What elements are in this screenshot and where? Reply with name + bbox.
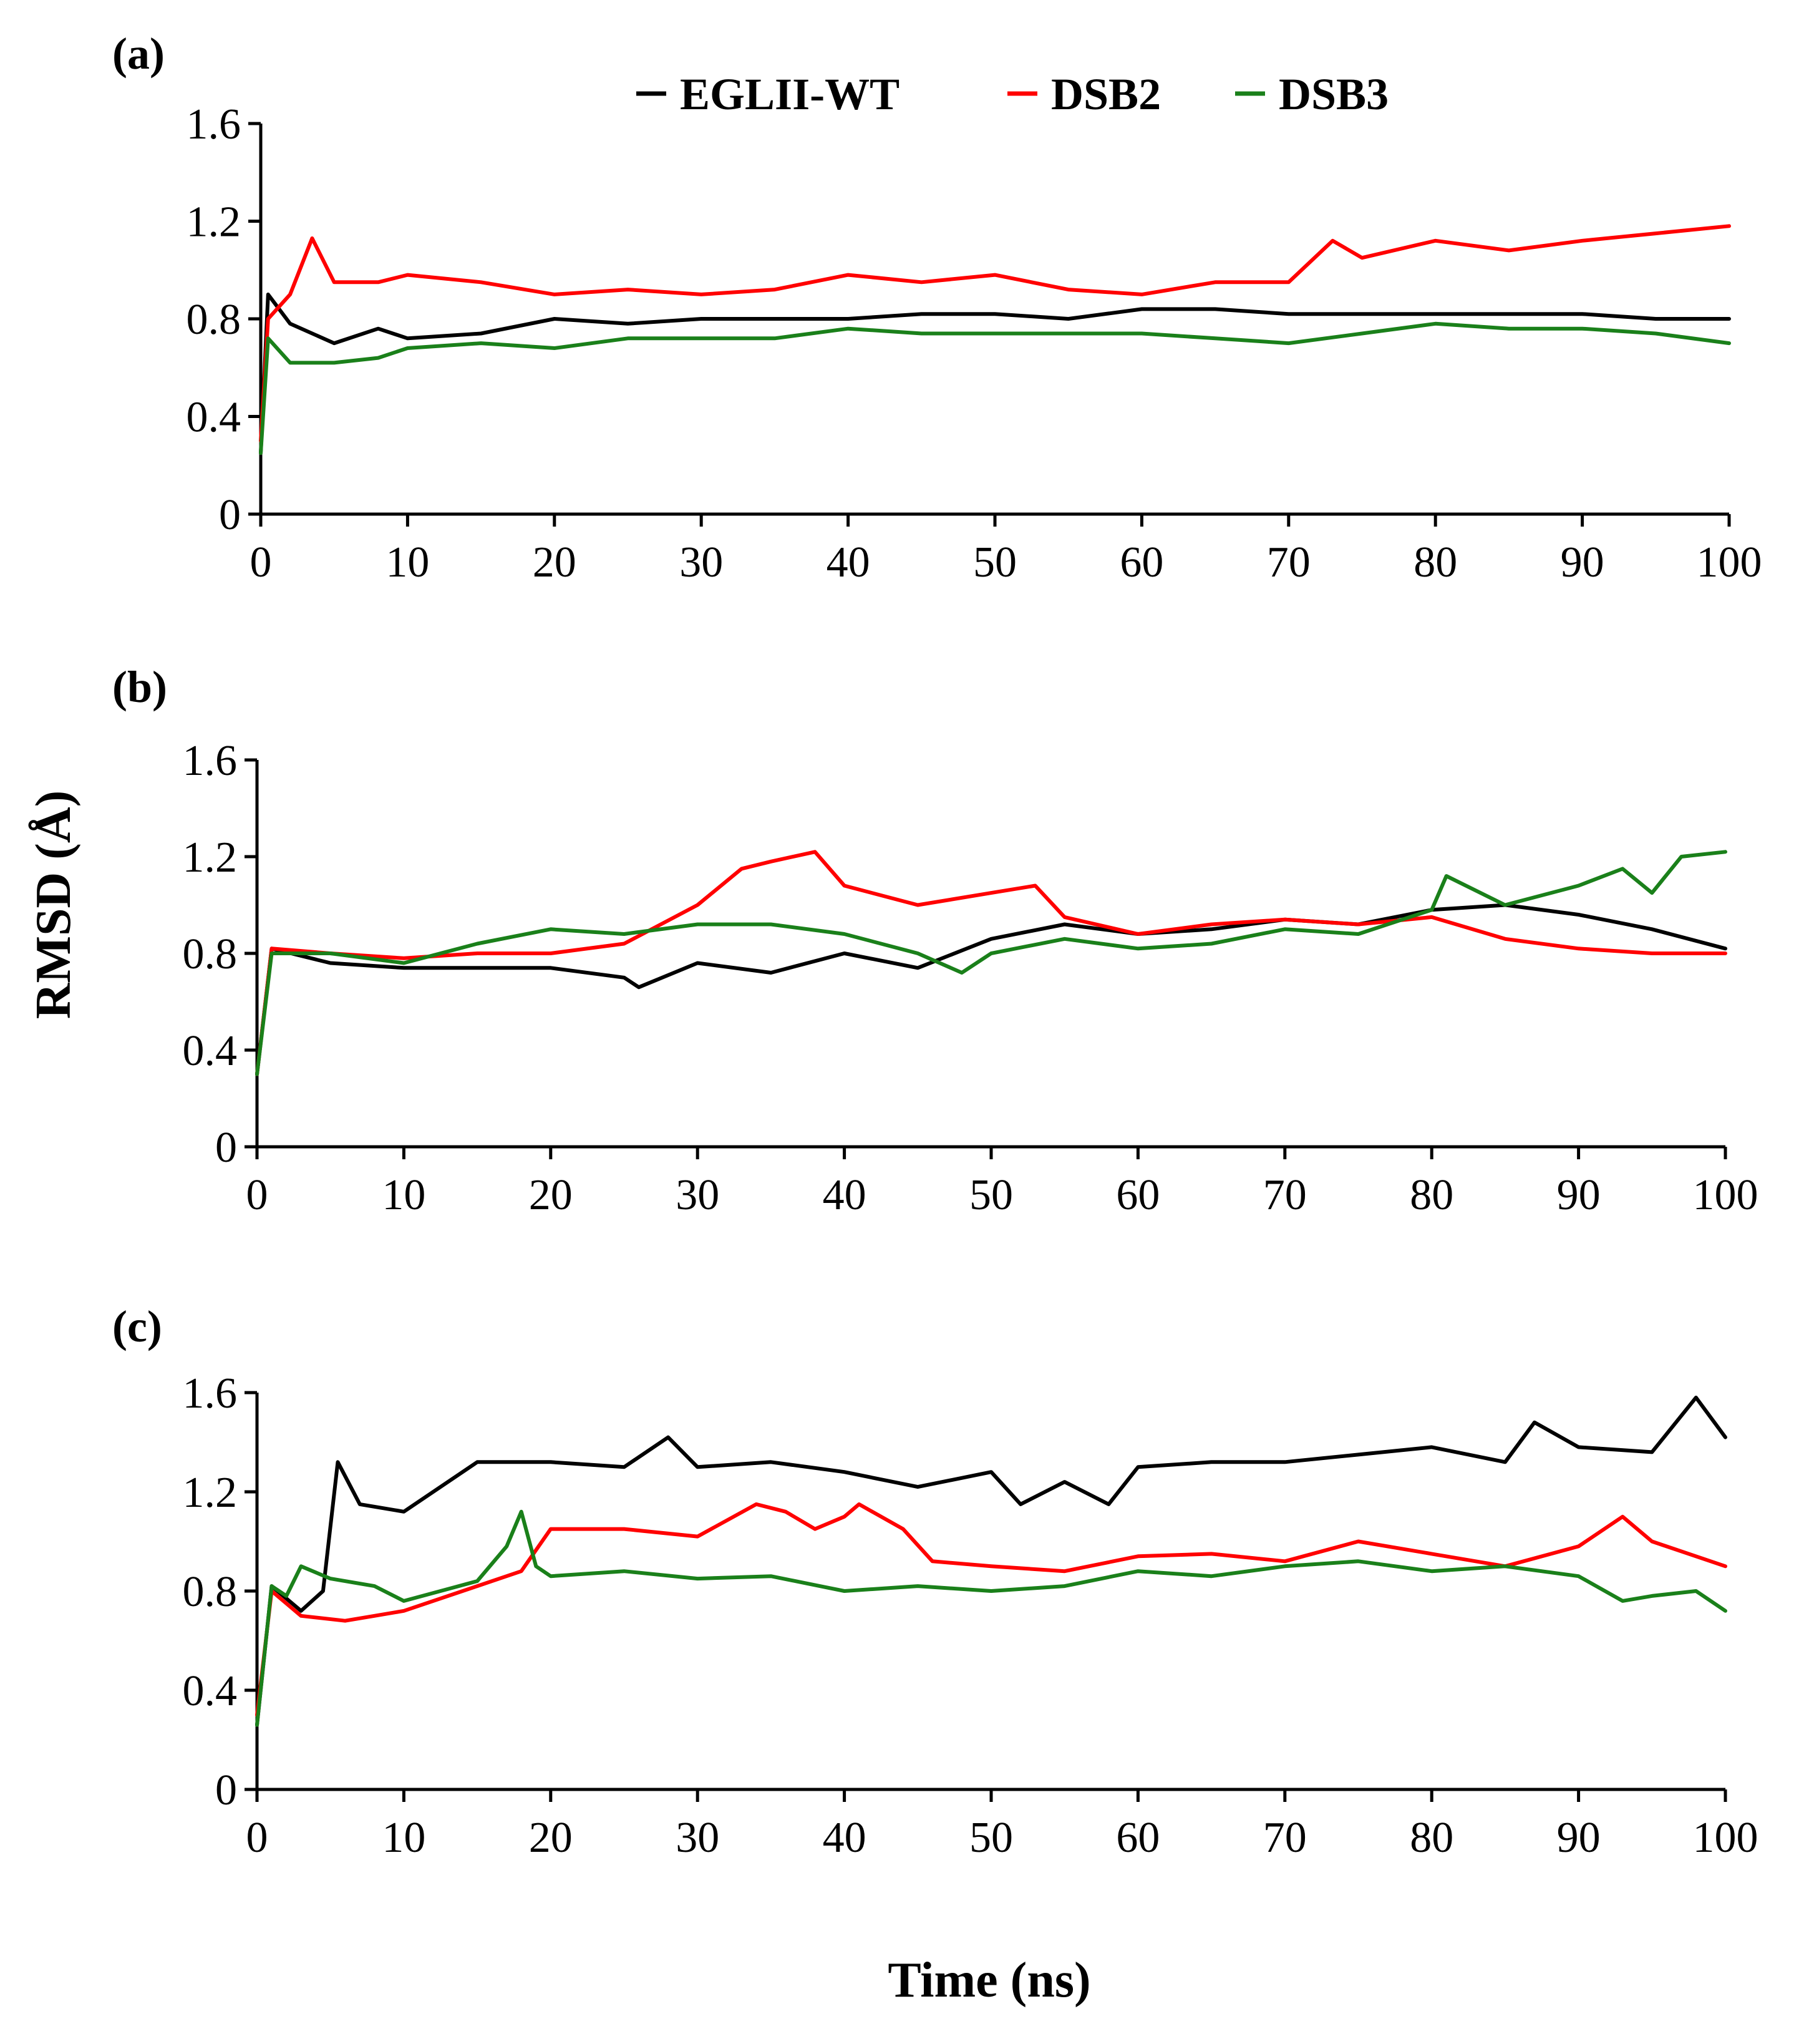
series-line-dsb2 <box>255 1502 1727 1717</box>
panel-label: (b) <box>112 662 167 712</box>
legend-label-dsb2: DSB2 <box>1051 69 1161 119</box>
x-tick-label: 10 <box>382 1171 425 1219</box>
y-tick-label: 0 <box>215 1124 237 1172</box>
x-tick-label: 20 <box>529 1814 573 1862</box>
x-tick-label: 20 <box>529 1171 573 1219</box>
y-tick-label: 0.8 <box>187 296 241 344</box>
panel-c: (c) 0 0.4 0.8 1.2 1.6 0 10 20 30 40 50 60 70 80 90 100 <box>112 1302 1758 1862</box>
x-tick-label: 80 <box>1410 1171 1453 1219</box>
y-tick-label: 1.2 <box>183 1469 238 1517</box>
x-tick-label: 30 <box>676 1814 719 1862</box>
x-tick-label: 50 <box>969 1814 1013 1862</box>
x-tick-label: 80 <box>1413 538 1457 586</box>
x-tick-label: 30 <box>676 1171 719 1219</box>
y-tick-label: 1.2 <box>183 834 238 882</box>
y-tick-label: 0 <box>219 491 241 539</box>
x-tick-label: 0 <box>250 538 272 586</box>
x-tick-label: 20 <box>533 538 576 586</box>
y-tick-label: 0 <box>215 1766 237 1814</box>
x-tick-label: 80 <box>1410 1814 1453 1862</box>
x-tick-label: 30 <box>679 538 723 586</box>
x-tick-label: 10 <box>382 1814 425 1862</box>
y-tick-label: 0.4 <box>183 1667 238 1715</box>
x-tick-label: 70 <box>1267 538 1311 586</box>
x-tick-label: 100 <box>1693 1814 1758 1862</box>
x-tick-label: 90 <box>1557 1814 1601 1862</box>
x-tick-label: 60 <box>1120 538 1163 586</box>
series-line-eglii-wt <box>259 292 1731 455</box>
y-tick-label: 0.8 <box>183 1568 238 1616</box>
x-tick-label: 50 <box>973 538 1017 586</box>
y-tick-label: 0.4 <box>183 1027 238 1075</box>
series-line-dsb3 <box>255 850 1727 1076</box>
series-line-dsb3 <box>259 321 1731 455</box>
series-line-dsb2 <box>259 224 1731 443</box>
x-tick-label: 100 <box>1693 1171 1758 1219</box>
legend: EGLII-WT DSB2 DSB3 <box>636 69 1389 119</box>
x-tick-label: 40 <box>823 1814 866 1862</box>
x-tick-label: 90 <box>1561 538 1604 586</box>
y-axis-title: RMSD (Å) <box>26 791 81 1020</box>
y-tick-label: 0.8 <box>183 930 238 978</box>
x-tick-label: 0 <box>246 1171 268 1219</box>
y-tick-label: 1.6 <box>183 1370 238 1418</box>
series-line-eglii-wt <box>255 903 1727 1076</box>
x-tick-label: 60 <box>1116 1171 1160 1219</box>
y-tick-label: 1.6 <box>187 100 241 148</box>
x-tick-label: 90 <box>1557 1171 1601 1219</box>
x-tick-label: 100 <box>1697 538 1762 586</box>
y-tick-label: 0.4 <box>187 394 241 442</box>
panel-a: (a) 0 0.4 0.8 1.2 1.6 0 10 20 30 40 50 60 70 80 90 100 <box>112 29 1762 586</box>
panel-b: (b) 0 0.4 0.8 1.2 1.6 0 10 20 30 40 50 60 70 80 90 100 <box>112 662 1758 1219</box>
series-line-dsb2 <box>255 850 1727 1076</box>
x-tick-label: 50 <box>969 1171 1013 1219</box>
x-tick-label: 60 <box>1116 1814 1160 1862</box>
x-tick-label: 70 <box>1263 1171 1307 1219</box>
series-line-eglii-wt <box>255 1395 1727 1727</box>
x-axis-title: Time (ns) <box>888 1953 1090 2008</box>
y-tick-label: 1.2 <box>187 198 241 246</box>
x-tick-label: 0 <box>246 1814 268 1862</box>
series-line-dsb3 <box>255 1509 1727 1727</box>
x-tick-label: 40 <box>823 1171 866 1219</box>
legend-label-dsb3: DSB3 <box>1279 69 1389 119</box>
panel-label: (c) <box>112 1302 162 1351</box>
x-tick-label: 10 <box>385 538 429 586</box>
legend-label-eglii-wt: EGLII-WT <box>680 69 899 119</box>
y-tick-label: 1.6 <box>183 737 238 785</box>
x-tick-label: 70 <box>1263 1814 1307 1862</box>
x-tick-label: 40 <box>827 538 870 586</box>
panel-label: (a) <box>112 29 165 79</box>
